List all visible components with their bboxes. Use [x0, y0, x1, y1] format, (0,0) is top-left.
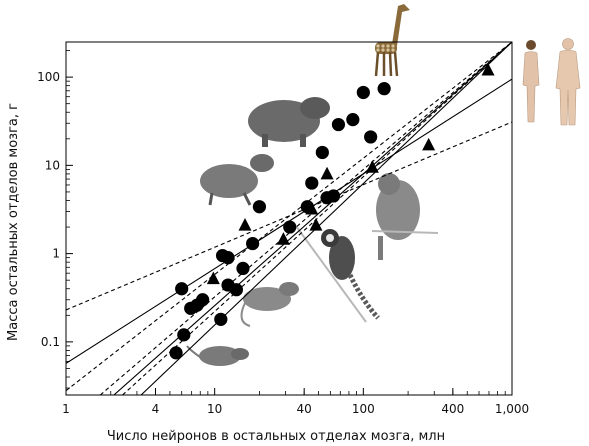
- circle-point: [315, 145, 329, 160]
- circle-point: [196, 293, 210, 307]
- triangle-point: [305, 201, 319, 215]
- mouse-icon: [186, 345, 249, 366]
- tick-marks: 1 4 10 40 100 400 1,000 0.1 1 10 100: [37, 50, 529, 416]
- data-points: [169, 62, 495, 360]
- x-tick-label: 1,000: [495, 402, 529, 416]
- triangle-point: [206, 271, 220, 285]
- triangle-point: [238, 217, 252, 231]
- circle-point: [331, 117, 346, 132]
- circle-point: [221, 251, 235, 265]
- humans-icon: [522, 38, 581, 126]
- illustrations: [186, 4, 581, 366]
- rat-icon: [240, 282, 299, 327]
- triangle-point: [276, 232, 290, 245]
- x-tick-label: 100: [352, 402, 375, 416]
- circle-point: [326, 189, 341, 203]
- x-tick-label: 40: [297, 402, 312, 416]
- giraffe-icon: [374, 4, 410, 77]
- capybara-icon: [248, 97, 330, 147]
- dashed-fit-line: [99, 42, 512, 395]
- triangle-point: [309, 217, 323, 231]
- solid-fit-line: [113, 42, 512, 395]
- y-tick-label: 10: [45, 158, 60, 172]
- circle-point: [246, 236, 260, 251]
- circle-point: [364, 130, 378, 144]
- x-tick-label: 400: [441, 402, 464, 416]
- y-axis-label: Масса остальных отделов мозга, г: [6, 103, 21, 341]
- circle-point: [175, 282, 189, 296]
- agouti-icon: [200, 154, 274, 206]
- circle-point: [283, 220, 297, 234]
- axes: [65, 41, 513, 396]
- triangle-point: [481, 62, 495, 76]
- triangle-point: [320, 166, 334, 180]
- circle-point: [252, 200, 267, 214]
- x-tick-label: 4: [152, 402, 160, 416]
- x-tick-label: 10: [207, 402, 222, 416]
- circle-point: [236, 261, 250, 275]
- circle-point: [214, 312, 228, 326]
- macaque-icon: [371, 173, 439, 260]
- circle-point: [305, 176, 319, 190]
- solid-fit-line: [140, 42, 512, 395]
- dashed-fit-line: [122, 42, 512, 395]
- y-tick-label: 1: [52, 247, 60, 261]
- y-tick-label: 0.1: [41, 335, 60, 349]
- x-axis-label: Число нейронов в остальных отделах мозга…: [107, 429, 445, 444]
- circle-point: [356, 85, 370, 100]
- circle-point: [229, 283, 243, 297]
- dashed-fit-line: [66, 42, 512, 392]
- circle-point: [346, 113, 360, 127]
- circle-point: [377, 82, 391, 96]
- triangle-point: [422, 137, 436, 151]
- regression-lines: [66, 42, 512, 395]
- circle-point: [177, 328, 191, 342]
- plot-frame: [65, 41, 513, 396]
- triangle-point: [365, 160, 379, 173]
- marmoset-icon: [295, 225, 380, 323]
- y-tick-label: 100: [37, 70, 60, 84]
- circle-point: [169, 346, 183, 360]
- x-tick-label: 1: [62, 402, 70, 416]
